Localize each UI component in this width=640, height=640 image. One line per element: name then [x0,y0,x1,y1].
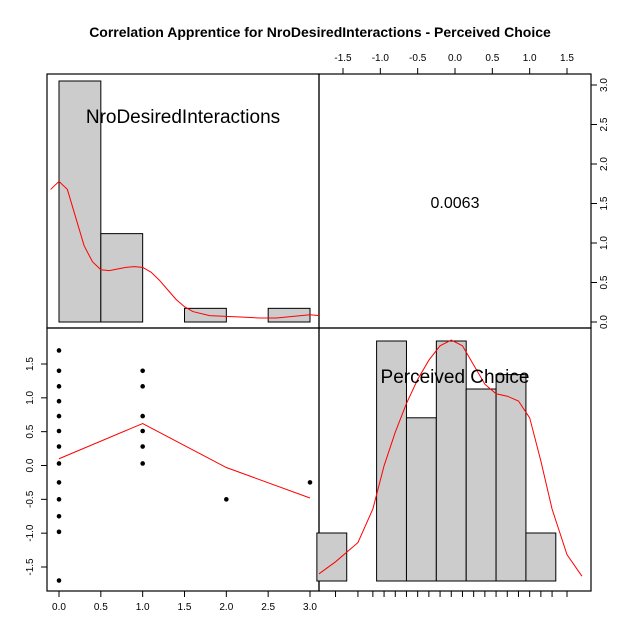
variable-label-nro: NroDesiredInteractions [86,107,280,128]
scatter-point [140,444,145,449]
scatter-point [56,384,62,389]
top-tick-label: 1.0 [523,53,537,64]
right-tick-label: 1.5 [599,196,610,210]
x-tick-label: 1.5 [178,602,192,613]
scatter-point [140,413,145,419]
x-tick-label: 0.5 [94,602,108,613]
histogram-bar [495,374,527,582]
scatter-point [56,444,62,449]
scatter-point [56,398,62,404]
scatter-plot [56,348,313,583]
scatter-point [56,428,62,434]
histogram-bar [58,80,102,323]
top-tick-label: 0.5 [485,53,499,64]
scatter-point [56,480,62,485]
variable-label-perceived-choice: Perceived Choice [381,367,530,388]
x-tick-label: 0.0 [52,602,66,613]
histogram-bar [525,532,557,582]
x-tick-label: 2.0 [219,602,233,613]
scatter-point [56,368,62,374]
right-tick-label: 3.0 [599,78,610,92]
y-tick-label: 1.0 [25,390,36,404]
scatter-point [56,461,62,466]
scatter-point [56,578,62,583]
histogram-nro [50,80,320,323]
scatter-point [140,461,145,466]
top-tick-label: -1.0 [372,53,390,64]
histogram-bar [376,340,407,582]
x-tick-label: 1.0 [136,602,150,613]
histogram-bar [465,388,497,582]
scatter-point [56,513,62,519]
histogram-bar [435,340,467,582]
top-tick-label: 1.5 [560,53,574,64]
top-tick-label: -0.5 [409,53,427,64]
y-tick-label: -0.5 [25,490,36,508]
histogram-bar [100,233,144,323]
scatter-point [307,480,313,485]
top-tick-label: 0.0 [448,53,462,64]
x-tick-label: 2.5 [261,602,275,613]
scatter-point [140,368,145,374]
histogram-bar [316,532,348,582]
right-tick-label: 0.5 [599,275,610,289]
right-tick-label: 0.0 [599,315,610,329]
axes: 0.0 0.5 1.0 1.5 2.0 2.5 3.0 -1.5 -1.0 -0.5 0.0 0.5 1… [25,53,610,613]
histogram-perceived-choice [316,339,583,597]
scatter-point [56,413,62,419]
scatter-point [56,529,62,535]
density-curve [318,339,583,577]
scatter-point [224,497,229,502]
chart-title: Correlation Apprentice for NroDesiredInt… [89,24,551,40]
x-tick-label: 3.0 [303,602,317,613]
right-tick-label: 2.5 [599,117,610,131]
density-curve [50,180,320,319]
smooth-line [58,422,311,499]
y-tick-label: 0.5 [25,424,36,438]
scatter-point [56,348,62,353]
panel-bottom-right [318,327,592,592]
correlation-value: 0.0063 [431,195,480,212]
scatter-point [140,428,145,434]
scatter-point [56,497,62,502]
scatter-point [140,384,145,389]
right-tick-label: 1.0 [599,236,610,250]
top-tick-label: -1.5 [334,53,352,64]
histogram-bar [405,417,437,582]
y-tick-label: -1.5 [25,558,36,576]
y-tick-label: 1.5 [25,357,36,371]
panel-bottom-left [46,327,320,592]
right-tick-label: 2.0 [599,157,610,171]
y-tick-label: -1.0 [25,524,36,542]
y-tick-label: 0.0 [25,458,36,472]
